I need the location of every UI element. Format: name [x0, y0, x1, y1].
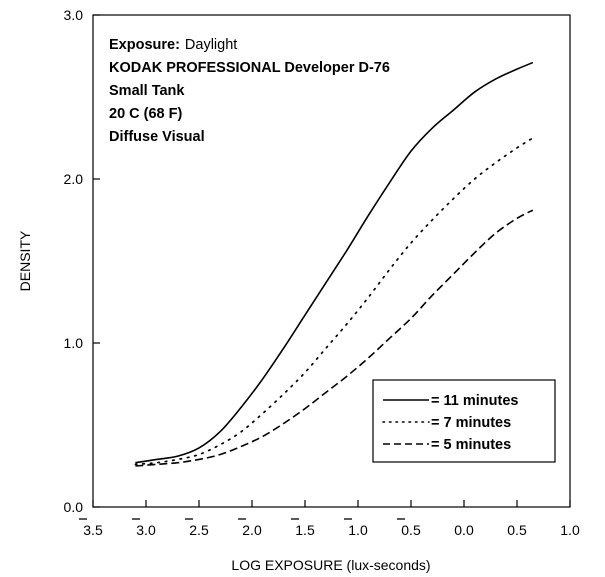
annotation-exposure: Exposure: Daylight — [109, 37, 237, 53]
legend-label-5-minutes: = 5 minutes — [431, 437, 511, 453]
y-tick-label: 3.0 — [64, 7, 84, 23]
legend: = 11 minutes = 7 minutes = 5 minutes — [372, 379, 556, 463]
legend-label-11-minutes: = 11 minutes — [431, 393, 518, 409]
y-axis-title: DENSITY — [17, 230, 33, 291]
x-tick-label: 1.5 — [295, 522, 315, 538]
plot-frame — [92, 14, 571, 508]
y-axis-ticks: 0.0 1.0 2.0 3.0 — [64, 7, 100, 515]
annotation-line-temperature: 20 C (68 F) — [109, 106, 182, 122]
x-tick-label: 0.0 — [454, 522, 474, 538]
annotation-line-density-type: Diffuse Visual — [109, 129, 205, 145]
series-line-7-minutes — [134, 137, 534, 466]
annotation-line-tank: Small Tank — [109, 83, 185, 99]
x-axis-title: LOG EXPOSURE (lux-seconds) — [231, 557, 430, 573]
x-tick-label: 2.5 — [189, 522, 209, 538]
y-tick-label: 0.0 — [64, 499, 84, 515]
annotation-line-developer: KODAK PROFESSIONAL Developer D-76 — [109, 60, 390, 76]
x-axis-ticks: 3.5 3.0 2.5 2.0 1.5 1.0 0.5 0.0 0.5 1.0 — [79, 500, 580, 538]
annotation-block: Exposure: Daylight KODAK PROFESSIONAL Dev… — [109, 37, 390, 145]
y-tick-label: 1.0 — [64, 335, 84, 351]
annotation-exposure-label: Exposure: — [109, 37, 180, 53]
series-line-11-minutes — [135, 61, 534, 464]
x-tick-label: 3.0 — [136, 522, 156, 538]
x-tick-label: 0.5 — [401, 522, 421, 538]
x-tick-label: 0.5 — [507, 522, 527, 538]
x-tick-label: 1.0 — [348, 522, 368, 538]
x-tick-label: 2.0 — [242, 522, 262, 538]
x-tick-label: 3.5 — [83, 522, 103, 538]
series-layer — [134, 61, 534, 467]
legend-box — [372, 379, 556, 463]
x-tick-label: 1.0 — [560, 522, 580, 538]
annotation-exposure-value: Daylight — [185, 37, 237, 53]
y-tick-label: 2.0 — [64, 171, 84, 187]
series-line-5-minutes — [135, 209, 534, 467]
legend-label-7-minutes: = 7 minutes — [431, 415, 511, 431]
